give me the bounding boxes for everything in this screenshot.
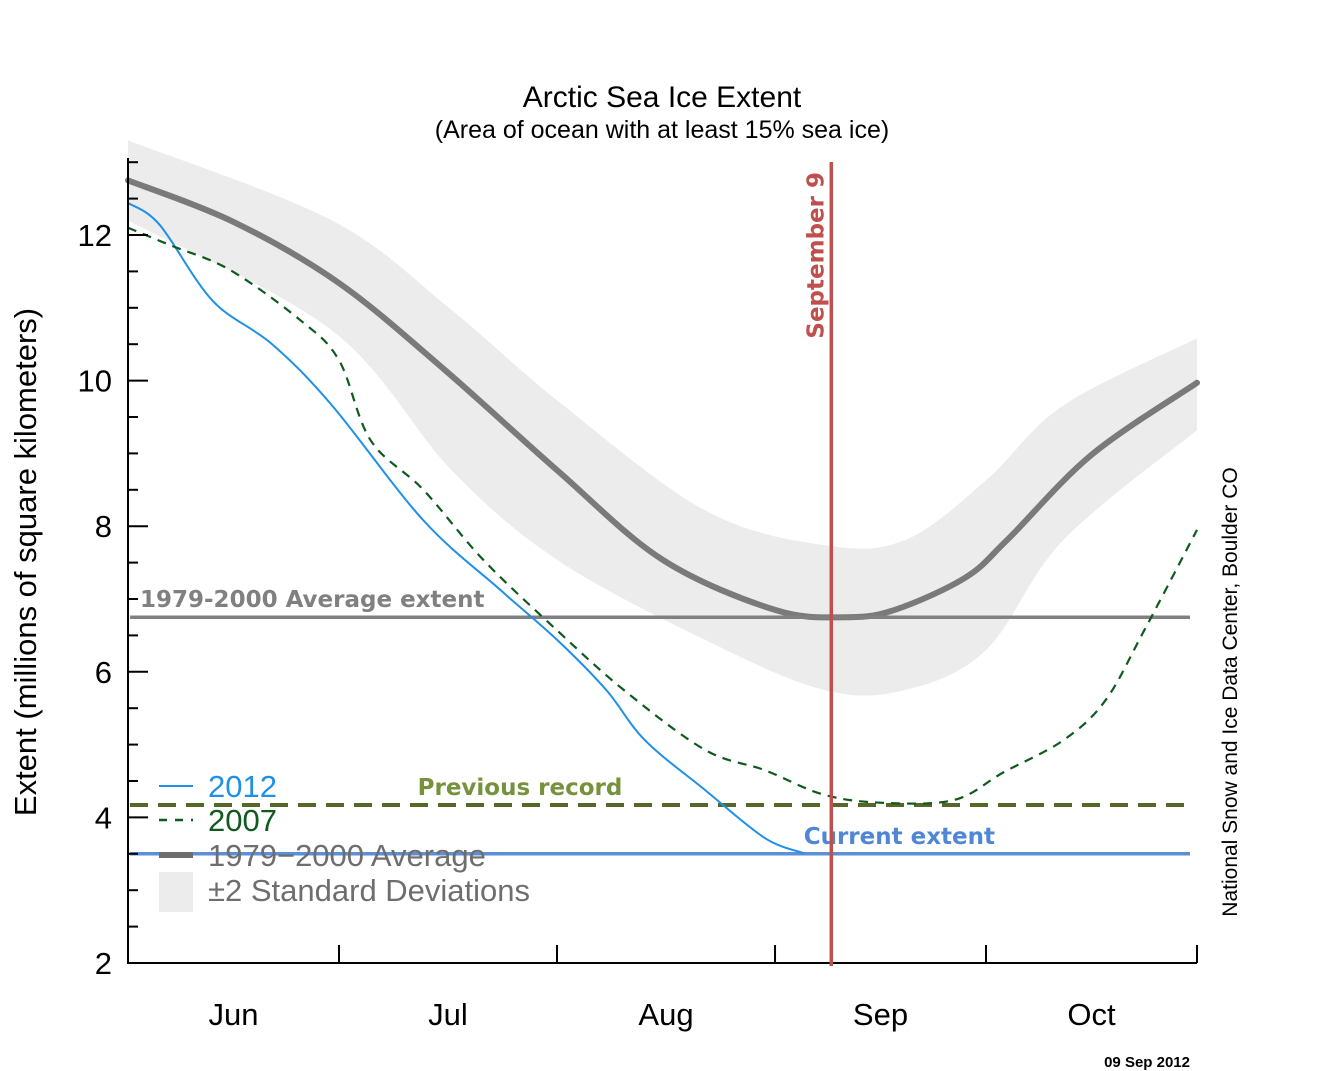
y-axis-label: Extent (millions of square kilometers) — [8, 308, 43, 816]
x-tick-label: Aug — [638, 997, 693, 1032]
std-dev-band — [128, 140, 1197, 696]
legend-label: 2007 — [208, 803, 277, 838]
series-line-1979-2000-average — [125, 177, 1200, 621]
september-9-marker-label: September 9 — [803, 172, 829, 339]
x-tick-label: Jun — [209, 997, 259, 1032]
y-tick-label: 4 — [95, 800, 112, 835]
series-line-2007 — [127, 226, 1198, 805]
x-tick-label: Sep — [853, 997, 908, 1032]
credit-text: National Snow and Ice Data Center, Bould… — [1219, 467, 1242, 916]
legend-label: 2012 — [208, 769, 277, 804]
x-tick-label: Jul — [428, 997, 468, 1032]
legend-swatch-std-dev — [159, 872, 193, 912]
legend-label: 1979−2000 Average — [208, 838, 486, 873]
annotation-current-extent: Current extent — [804, 824, 995, 850]
annotation-average-extent: 1979-2000 Average extent — [140, 587, 484, 613]
chart-title: Arctic Sea Ice Extent — [523, 81, 802, 114]
y-tick-label: 12 — [78, 218, 112, 253]
x-tick-label: Oct — [1067, 997, 1116, 1032]
chart-subtitle: (Area of ocean with at least 15% sea ice… — [435, 116, 889, 144]
y-tick-label: 2 — [95, 946, 112, 981]
y-tick-label: 6 — [95, 655, 112, 690]
y-tick-label: 10 — [78, 364, 112, 399]
annotation-previous-record: Previous record — [418, 775, 623, 801]
series-line-2012 — [127, 201, 805, 855]
legend-label: ±2 Standard Deviations — [208, 873, 530, 908]
date-stamp: 09 Sep 2012 — [1104, 1054, 1190, 1071]
y-tick-label: 8 — [95, 509, 112, 544]
